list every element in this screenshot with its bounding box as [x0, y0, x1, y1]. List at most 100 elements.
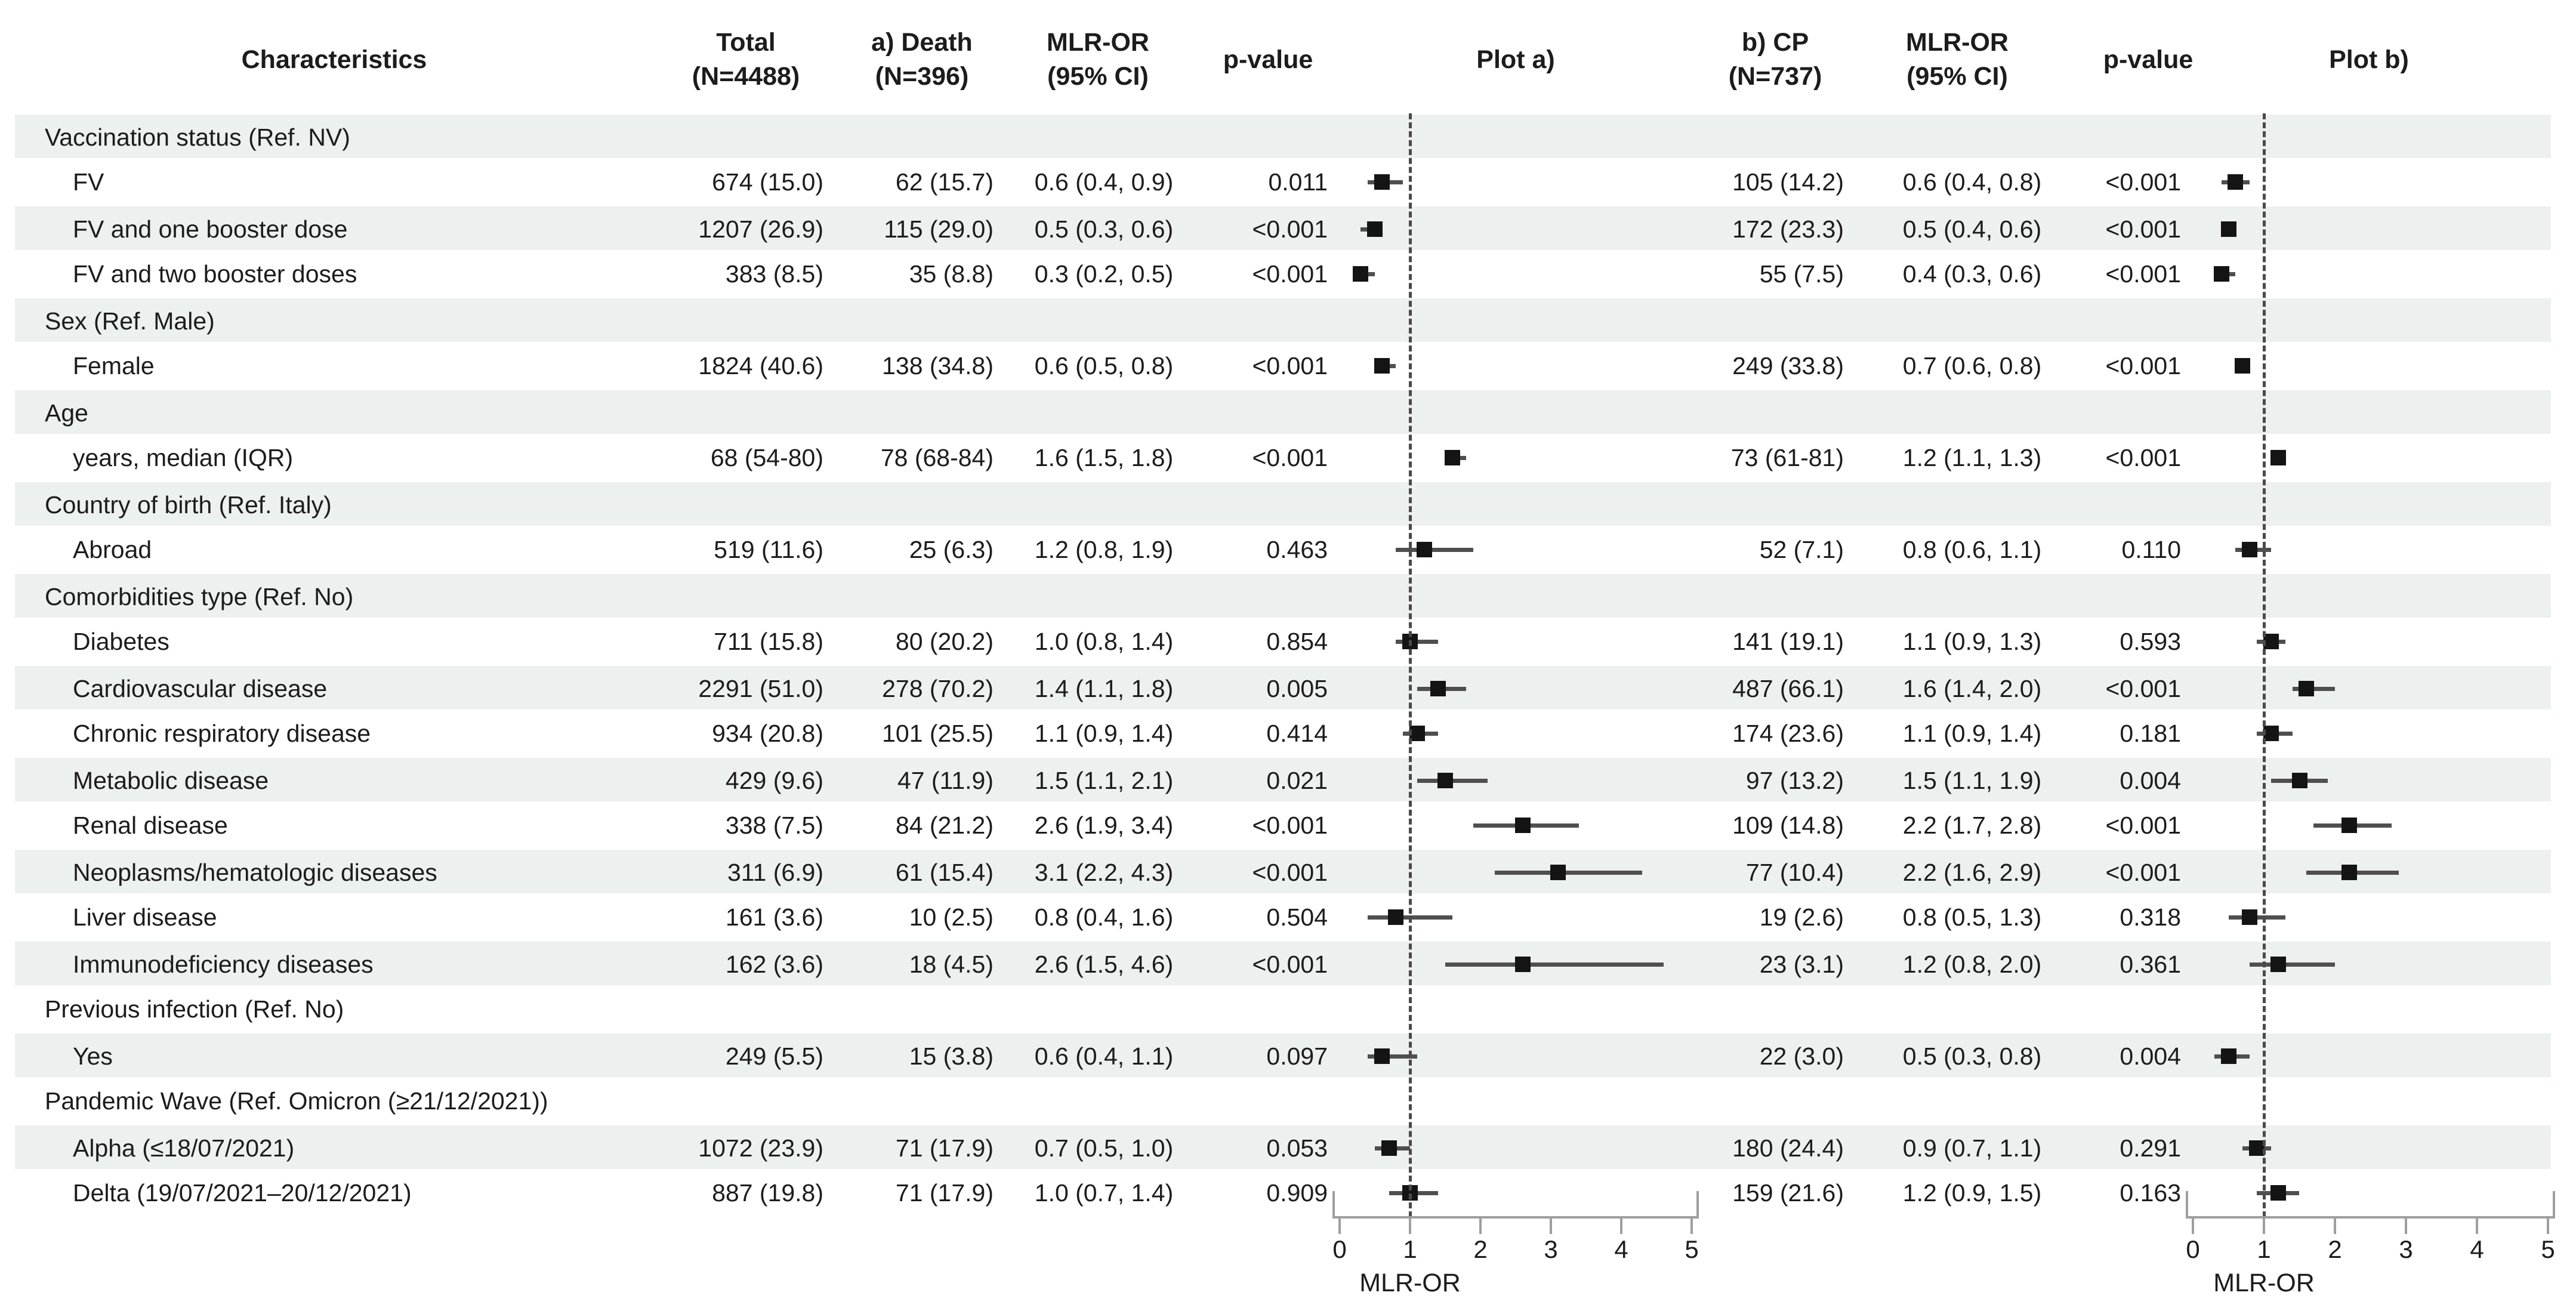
- table-row: Renal disease 338 (7.5) 84 (21.2) 2.6 (1.9,…: [15, 803, 2551, 849]
- axis-end-cap: [1332, 1191, 1335, 1217]
- ci-line-plot-b: [2250, 963, 2335, 967]
- or-marker-plot-a: [1374, 358, 1390, 374]
- cp-cell: 249 (33.8): [1732, 352, 1844, 380]
- cp-cell: 174 (23.6): [1732, 720, 1844, 747]
- or-marker-plot-b: [2249, 1140, 2265, 1156]
- section-row: Sex (Ref. Male): [15, 297, 2551, 343]
- or-marker-plot-a: [1374, 174, 1390, 190]
- mlr-or-a-cell: 1.5 (1.1, 2.1): [1034, 767, 1174, 794]
- row-label: Diabetes: [73, 628, 169, 655]
- pvalue-a-cell: 0.011: [1268, 168, 1328, 196]
- column-header-plot-a: Plot a): [1396, 18, 1635, 101]
- axis-tick: [2192, 1219, 2194, 1234]
- death-cell: 47 (11.9): [897, 767, 994, 794]
- total-cell: 338 (7.5): [725, 812, 823, 839]
- axis-tick: [2476, 1219, 2478, 1234]
- ci-line-plot-a: [1494, 871, 1643, 875]
- pvalue-a-cell: 0.854: [1266, 628, 1328, 655]
- mlr-or-b-cell: 1.2 (0.8, 2.0): [1902, 951, 2042, 978]
- pvalue-b-cell: <0.001: [2105, 444, 2181, 471]
- row-label: Abroad: [73, 536, 152, 563]
- table-row: Neoplasms/hematologic diseases 311 (6.9) 6…: [15, 849, 2551, 894]
- axis-tick: [1620, 1219, 1622, 1234]
- pvalue-b-cell: 0.110: [2121, 536, 2181, 563]
- axis-tick-label: 0: [2186, 1235, 2200, 1263]
- axis-tick-label: 5: [1685, 1235, 1699, 1263]
- pvalue-b-cell: <0.001: [2105, 859, 2181, 886]
- or-marker-plot-b: [2242, 542, 2258, 557]
- header-sublabel: (N=737): [1728, 62, 1822, 91]
- total-cell: 429 (9.6): [725, 767, 823, 794]
- or-marker-plot-a: [1550, 865, 1566, 880]
- cp-cell: 73 (61-81): [1730, 444, 1844, 471]
- death-cell: 80 (20.2): [895, 628, 994, 655]
- mlr-or-a-cell: 1.6 (1.5, 1.8): [1034, 444, 1174, 471]
- cp-cell: 172 (23.3): [1732, 215, 1844, 243]
- death-cell: 25 (6.3): [909, 536, 994, 563]
- or-marker-plot-a: [1416, 542, 1432, 557]
- row-label: Liver disease: [73, 903, 217, 931]
- column-header-pvalue-a: p-value: [1184, 18, 1352, 101]
- or-marker-plot-b: [2263, 634, 2279, 649]
- cp-cell: 23 (3.1): [1759, 951, 1844, 978]
- row-label: Delta (19/07/2021–20/12/2021): [73, 1179, 412, 1207]
- total-cell: 711 (15.8): [714, 628, 823, 655]
- axis-tick: [2547, 1219, 2549, 1234]
- mlr-or-a-cell: 2.6 (1.5, 4.6): [1034, 951, 1174, 978]
- ci-line-plot-a: [1445, 963, 1664, 967]
- column-header-plot-b: Plot b): [2250, 18, 2488, 101]
- cp-cell: 141 (19.1): [1732, 628, 1844, 655]
- pvalue-b-cell: 0.004: [2120, 767, 2181, 794]
- axis-end-cap: [2553, 1191, 2555, 1217]
- axis-tick: [1550, 1219, 1552, 1234]
- axis-tick: [1409, 1219, 1411, 1234]
- pvalue-b-cell: <0.001: [2105, 260, 2181, 288]
- mlr-or-b-cell: 1.1 (0.9, 1.3): [1902, 628, 2042, 655]
- section-row: Country of birth (Ref. Italy): [15, 481, 2551, 527]
- pvalue-a-cell: <0.001: [1252, 215, 1328, 243]
- row-label: Yes: [73, 1042, 113, 1070]
- total-cell: 311 (6.9): [727, 859, 823, 886]
- pvalue-b-cell: 0.593: [2120, 628, 2181, 655]
- section-label: Pandemic Wave (Ref. Omicron (≥21/12/2021…: [45, 1087, 548, 1115]
- mlr-or-b-cell: 0.8 (0.5, 1.3): [1902, 903, 2042, 931]
- pvalue-a-cell: 0.097: [1266, 1042, 1328, 1070]
- axis-end-cap: [1696, 1191, 1699, 1217]
- cp-cell: 105 (14.2): [1732, 168, 1844, 196]
- section-label: Sex (Ref. Male): [45, 307, 215, 335]
- death-cell: 10 (2.5): [909, 903, 994, 931]
- pvalue-b-cell: 0.361: [2120, 951, 2181, 978]
- total-cell: 2291 (51.0): [698, 675, 823, 702]
- axis-tick-label: 4: [1614, 1235, 1628, 1263]
- pvalue-b-cell: 0.291: [2120, 1134, 2181, 1162]
- or-marker-plot-b: [2270, 450, 2286, 465]
- pvalue-a-cell: 0.909: [1266, 1179, 1328, 1207]
- or-marker-plot-a: [1430, 681, 1446, 696]
- total-cell: 519 (11.6): [714, 536, 823, 563]
- cp-cell: 77 (10.4): [1745, 859, 1844, 886]
- pvalue-b-cell: <0.001: [2105, 675, 2181, 702]
- column-header-characteristics: Characteristics: [155, 18, 513, 101]
- table-row: FV and one booster dose 1207 (26.9) 115 (2…: [15, 205, 2551, 251]
- cp-cell: 52 (7.1): [1759, 536, 1844, 563]
- column-header-total: Total (N=4488): [650, 18, 841, 101]
- table-row: Immunodeficiency diseases 162 (3.6) 18 (4.…: [15, 940, 2551, 986]
- section-label: Age: [45, 399, 88, 427]
- cp-cell: 487 (66.1): [1732, 675, 1844, 702]
- axis-tick-label: 2: [1473, 1235, 1488, 1263]
- axis-tick-label: 2: [2328, 1235, 2342, 1263]
- mlr-or-a-cell: 0.5 (0.3, 0.6): [1034, 215, 1174, 243]
- death-cell: 278 (70.2): [882, 675, 994, 702]
- column-header-cp: b) CP (N=737): [1680, 18, 1871, 101]
- row-label: FV and one booster dose: [73, 215, 348, 243]
- section-label: Vaccination status (Ref. NV): [45, 124, 350, 151]
- header-label: b) CP: [1741, 28, 1809, 57]
- mlr-or-b-cell: 1.6 (1.4, 2.0): [1902, 675, 2042, 702]
- cp-cell: 159 (21.6): [1732, 1179, 1844, 1207]
- pvalue-b-cell: 0.004: [2120, 1042, 2181, 1070]
- axis-tick-label: 0: [1332, 1235, 1347, 1263]
- death-cell: 71 (17.9): [895, 1179, 994, 1207]
- death-cell: 84 (21.2): [895, 812, 994, 839]
- pvalue-b-cell: 0.318: [2120, 903, 2181, 931]
